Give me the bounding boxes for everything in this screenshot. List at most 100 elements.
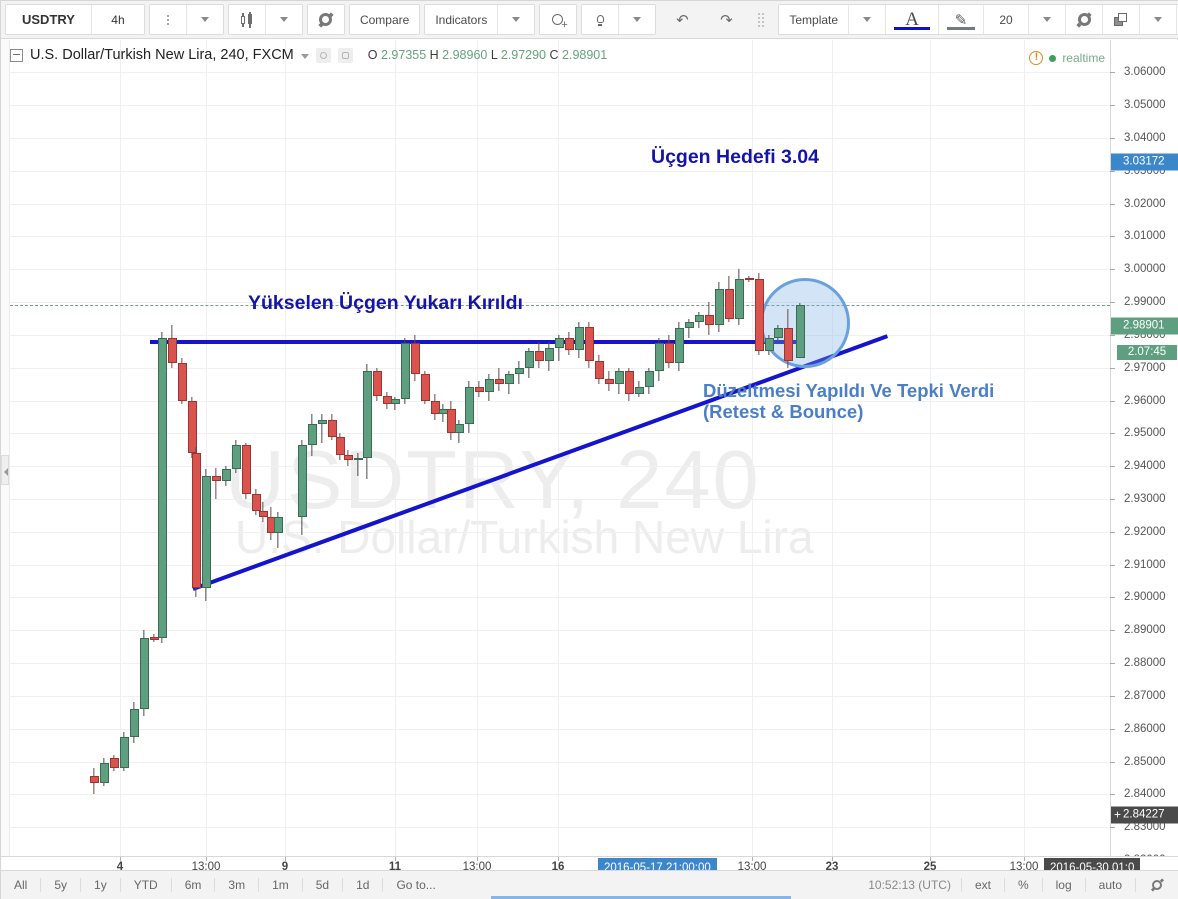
left-panel-expand-handle[interactable]	[1, 455, 9, 485]
three-dots-icon[interactable]	[149, 5, 186, 34]
gear-icon[interactable]	[307, 5, 344, 34]
candle-body	[129, 709, 139, 737]
chevron-down-icon-indicators[interactable]	[497, 5, 535, 34]
candle-body	[704, 315, 714, 326]
arrange-objects-icon[interactable]	[1102, 5, 1140, 34]
range-button-ytd[interactable]: YTD	[133, 878, 158, 892]
candle-body	[157, 338, 167, 639]
annotation-breakout[interactable]: Yükselen Üçgen Yukarı Kırıldı	[248, 292, 523, 314]
series-settings-icon[interactable]	[337, 47, 353, 63]
text-color-button[interactable]: A	[885, 5, 939, 34]
collapse-icon[interactable]	[10, 48, 23, 62]
drawing-triangle-resistance[interactable]	[150, 339, 800, 344]
annotation-target[interactable]: Üçgen Hedefi 3.04	[651, 146, 819, 168]
grid-line	[10, 466, 1110, 468]
indicators-button[interactable]: Indicators	[425, 5, 498, 34]
range-button-5d[interactable]: 5d	[315, 878, 330, 892]
candlestick	[534, 341, 544, 368]
toolbar-drag-handle[interactable]	[748, 1, 774, 38]
chevron-down-icon-ideas[interactable]	[618, 5, 656, 34]
chevron-down-icon-fontsize[interactable]	[1028, 5, 1066, 34]
candle-wick	[215, 467, 217, 500]
price-badge[interactable]: 2.98901	[1111, 317, 1178, 335]
candle-body	[594, 361, 604, 380]
price-axis[interactable]: 3.06000 3.05000 3.04000 3.03000 3.02000 3.010…	[1110, 40, 1178, 870]
price-axis-label: 2.89000	[1110, 624, 1178, 636]
chevron-down-icon-series[interactable]	[300, 54, 309, 59]
candle-body	[544, 348, 554, 362]
price-axis-label: 2.92000	[1110, 526, 1178, 538]
chevron-down-icon-interval[interactable]	[185, 5, 223, 34]
add-alert-icon[interactable]: +	[1114, 807, 1122, 822]
time-tick-mark	[832, 857, 833, 861]
redo-icon[interactable]: ↷	[720, 11, 733, 29]
template-button[interactable]: Template	[779, 5, 849, 34]
option-auto[interactable]: auto	[1098, 878, 1122, 892]
candle-body	[221, 469, 231, 481]
candlestick	[221, 466, 231, 486]
grid-line	[10, 663, 1110, 665]
range-button-1y[interactable]: 1y	[94, 878, 107, 892]
warning-icon[interactable]	[1029, 51, 1044, 65]
chevron-down-icon-template[interactable]	[848, 5, 886, 34]
candle-body	[614, 371, 624, 385]
candlestick	[157, 331, 167, 644]
font-size-button[interactable]: 20	[983, 5, 1029, 34]
range-button-3m[interactable]: 3m	[228, 878, 246, 892]
gear-icon-bottom[interactable]	[1150, 878, 1164, 892]
grid-line	[10, 597, 1110, 599]
pencil-icon[interactable]: ✎	[938, 5, 984, 34]
candle-body	[534, 351, 544, 362]
drawing-settings-gear-icon[interactable]	[1065, 5, 1103, 34]
option-percent[interactable]: %	[1017, 878, 1029, 892]
grid-line	[10, 203, 1110, 205]
option-log[interactable]: log	[1055, 878, 1072, 892]
undo-icon[interactable]: ↶	[676, 11, 689, 29]
series-visibility-icon[interactable]	[315, 47, 331, 63]
time-axis-label: 4	[116, 861, 124, 873]
chevron-down-icon-arrange[interactable]	[1139, 5, 1177, 34]
time-tick-mark	[395, 857, 396, 861]
candle-body	[446, 408, 456, 434]
annotation-retest[interactable]: Düzeltmesi Yapıldı Ve Tepki Verdi (Retes…	[703, 380, 995, 422]
candles-icon[interactable]	[228, 5, 265, 34]
price-axis-label: 3.01000	[1110, 230, 1178, 242]
candle-body	[273, 517, 283, 534]
compare-button[interactable]: Compare	[349, 5, 420, 34]
ohlc-o-value: 2.97355	[380, 48, 427, 62]
chevron-down-icon-charttype[interactable]	[264, 5, 302, 34]
drawing-retest-highlight[interactable]	[760, 278, 850, 369]
lightbulb-icon[interactable]	[582, 5, 619, 34]
price-badge[interactable]: 3.03172	[1111, 153, 1178, 171]
divider	[119, 878, 121, 892]
group-objects-icon[interactable]	[1176, 5, 1178, 34]
clock-zone: (UTC)	[918, 878, 951, 892]
option-ext[interactable]: ext	[974, 878, 991, 892]
timeframe-button[interactable]: 4h	[90, 5, 144, 34]
candlestick	[634, 380, 644, 398]
candlestick	[504, 371, 514, 394]
candle-body	[564, 338, 574, 350]
time-tick-mark	[1024, 857, 1025, 861]
candle-wick	[357, 453, 359, 477]
symbol-button[interactable]: USDTRY	[6, 5, 91, 34]
range-button-1d[interactable]: 1d	[356, 878, 370, 892]
horizontal-scrollbar[interactable]	[491, 896, 791, 899]
candle-body	[410, 343, 420, 375]
price-axis-label: 2.99000	[1110, 296, 1178, 308]
range-button-all[interactable]: All	[14, 878, 28, 892]
candlestick	[674, 321, 684, 372]
time-tick-mark	[477, 857, 478, 861]
alarm-add-icon[interactable]	[540, 5, 577, 34]
divider	[1084, 878, 1086, 892]
candle-wick	[558, 334, 560, 362]
chart-pane[interactable]: USDTRY, 240 U.S. Dollar/Turkish New Lira	[10, 40, 1110, 870]
price-badge[interactable]: +2.84227	[1111, 806, 1178, 824]
range-button-6m[interactable]: 6m	[184, 878, 202, 892]
range-button-5y[interactable]: 5y	[54, 878, 68, 892]
go-to-button[interactable]: Go to...	[396, 878, 436, 892]
range-button-1m[interactable]: 1m	[272, 878, 289, 892]
top-toolbar: USDTRY 4h Compare Indicators	[1, 1, 1178, 39]
candle-body	[574, 326, 584, 350]
time-axis-label: 9	[281, 861, 289, 873]
